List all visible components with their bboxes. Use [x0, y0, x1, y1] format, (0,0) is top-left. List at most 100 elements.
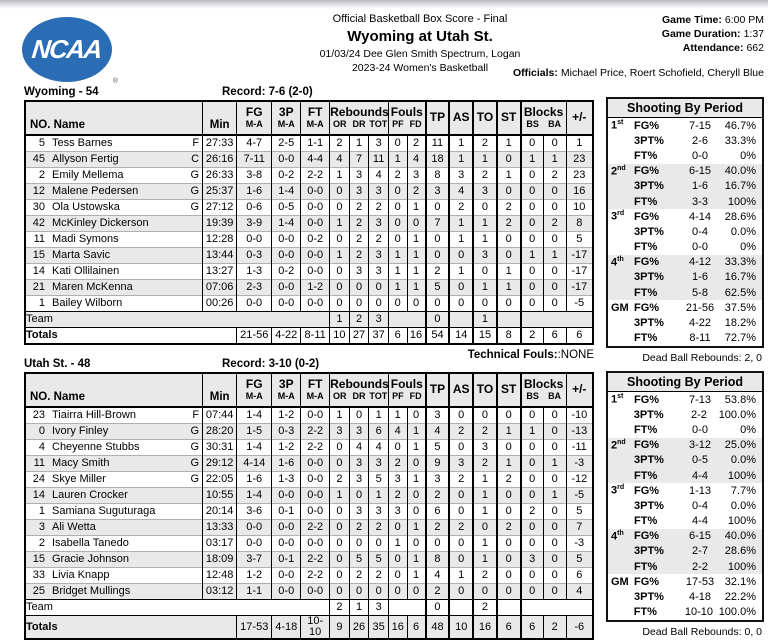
stat-cell-to: 1	[472, 311, 497, 328]
player-number: 4	[38, 441, 45, 453]
stat-percentage: 18.2%	[724, 317, 756, 330]
stat-cell-min: 03:17	[202, 535, 237, 552]
stat-cell-ft: 0-0	[300, 455, 330, 472]
stat-cell-dr: 3	[348, 263, 369, 280]
player-name-cell: 5 Tess Barnes F	[24, 134, 203, 152]
sub-headers: PF FD	[389, 119, 425, 130]
stat-cell-ba: 0	[542, 199, 567, 216]
stat-cell-tp: 7	[424, 215, 450, 232]
stat-made-attempted: 6-15	[688, 165, 712, 178]
stat-cell-ba: 0	[542, 406, 567, 424]
period-ordinal: nd	[617, 438, 626, 446]
stat-cell-fg: 1-4	[236, 439, 272, 456]
stat-cell-ft: 2-2	[300, 167, 330, 184]
player-number: 1	[38, 297, 45, 309]
stat-cell-ba: 0	[542, 503, 567, 520]
shooting-by-period-panel: Shooting By Period 1st FG% 7-15 46.7% 3PT% 2-6…	[606, 97, 764, 348]
stat-made-attempted: 0-4	[692, 499, 708, 512]
stat-cell-to: 3	[472, 439, 497, 456]
stat-cell-fd: 2	[406, 134, 426, 152]
stat-cell-pm: -17	[565, 247, 593, 264]
stat-name: 3PT%	[634, 225, 664, 238]
player-position: G	[190, 425, 200, 437]
stat-cell-p3: 1-2	[271, 406, 301, 424]
top-shadow	[0, 0, 768, 9]
stat-cell-st: 0	[495, 551, 521, 568]
player-name-cell: 33 Livia Knapp	[24, 567, 203, 584]
stat-cell-st: 2	[495, 471, 521, 488]
stat-cell-fd: 1	[406, 199, 426, 216]
stat-percentage: 0.0%	[730, 454, 756, 467]
col-subheader-ba: BA	[548, 119, 562, 130]
stat-made-attempted: 4-12	[688, 256, 712, 269]
shooting-period-group: GM FG% 17-53 32.1% 3PT% 4-18 22.2% FT% 10-10 100.…	[608, 574, 762, 620]
stat-cell-to: 0	[472, 295, 497, 312]
stat-cell-or: 2	[329, 599, 350, 616]
shooting-stat-row: FT% 5-8 62.5%	[608, 285, 762, 300]
player-name-cell: 30 Ola Ustowska G	[24, 199, 203, 216]
stat-cell-bs: 0	[519, 199, 544, 216]
period-label: 4th	[611, 255, 624, 269]
stat-cell-as: 1	[448, 567, 474, 584]
stat-cell-dr: 3	[348, 471, 369, 488]
stat-cell-min: 13:33	[202, 519, 237, 536]
shooting-stat-row: 3rd FG% 1-13 7.7%	[608, 483, 762, 498]
totals-label: Totals	[24, 327, 237, 344]
stat-cell-to: 2	[472, 423, 497, 440]
stat-cell-tot: 0	[368, 279, 389, 296]
stat-name: FT%	[634, 332, 658, 345]
stat-cell-ft: 2-2	[300, 423, 330, 440]
stat-cell-as: 0	[448, 279, 474, 296]
player-position: G	[190, 457, 200, 469]
stat-cell-to: 2	[472, 167, 497, 184]
box-score-table: NO. Name Min FG M-A 3P M-A FT M-A Rebounds OR DR TO…	[24, 100, 594, 345]
stat-cell-p3: 0-2	[271, 263, 301, 280]
period-ordinal: rd	[617, 210, 625, 218]
stat-cell-tp: 4	[424, 567, 450, 584]
stat-name: 3PT%	[634, 454, 664, 467]
stat-cell-ba: 0	[542, 295, 567, 312]
team-row: Team 1 2 3 0 1	[24, 311, 593, 328]
col-header-blocks: Blocks BS BA	[519, 373, 567, 408]
registered-mark-icon: ®	[112, 78, 118, 85]
stat-cell-or: 0	[329, 231, 350, 248]
totals-cell-tot: 37	[368, 327, 389, 344]
stat-cell-bs: 0	[519, 567, 544, 584]
stat-cell-to: 1	[472, 535, 497, 552]
stat-cell-bs: 0	[519, 455, 544, 472]
stat-cell-fd: 1	[406, 551, 426, 568]
col-header-to: TO	[472, 101, 497, 136]
stat-cell-p3: 1-4	[271, 215, 301, 232]
period-label: GM	[611, 301, 629, 314]
stat-cell-bs: 0	[519, 583, 544, 600]
stat-cell-or: 0	[329, 583, 350, 600]
stat-cell-bs: 3	[519, 551, 544, 568]
stat-cell-dr: 7	[348, 151, 369, 168]
player-row: 1 Samiana Suguturaga 20:14 3-6 0-1 0-0 0 3 3 3 0 6 0…	[24, 503, 593, 520]
stat-cell-or: 0	[329, 279, 350, 296]
player-position: G	[190, 201, 200, 213]
stat-cell-dr: 2	[348, 215, 369, 232]
stat-cell-dr: 2	[348, 247, 369, 264]
col-header-fg: FG M-A	[236, 101, 272, 136]
shooting-stat-row: 3PT% 1-6 16.7%	[608, 270, 762, 285]
stat-cell-min: 19:39	[202, 215, 237, 232]
stat-made-attempted: 1-13	[688, 484, 712, 497]
stat-cell-fg: 3-7	[236, 551, 272, 568]
player-number: 15	[32, 249, 45, 261]
shooting-period-group: 1st FG% 7-15 46.7% 3PT% 2-6 33.3% FT% 0-0 0%	[608, 118, 762, 164]
stat-cell-or: 1	[329, 311, 350, 328]
stat-cell-pf: 0	[387, 583, 408, 600]
stat-made-attempted: 0-0	[692, 241, 708, 254]
stat-cell-tp: 0	[424, 599, 450, 616]
stat-cell-min: 26:33	[202, 167, 237, 184]
stat-cell-pf: 0	[387, 199, 408, 216]
player-name: Bridget Mullings	[52, 585, 131, 597]
totals-cell-ba: 2	[542, 615, 567, 639]
col-subheader-dr: DR	[352, 119, 366, 130]
totals-cell-pm: 6	[565, 327, 593, 344]
col-header-to: TO	[472, 373, 497, 408]
stat-percentage: 100.0%	[718, 606, 756, 619]
stat-cell-tp: 0	[424, 311, 450, 328]
stat-cell-p3: 0-0	[271, 247, 301, 264]
